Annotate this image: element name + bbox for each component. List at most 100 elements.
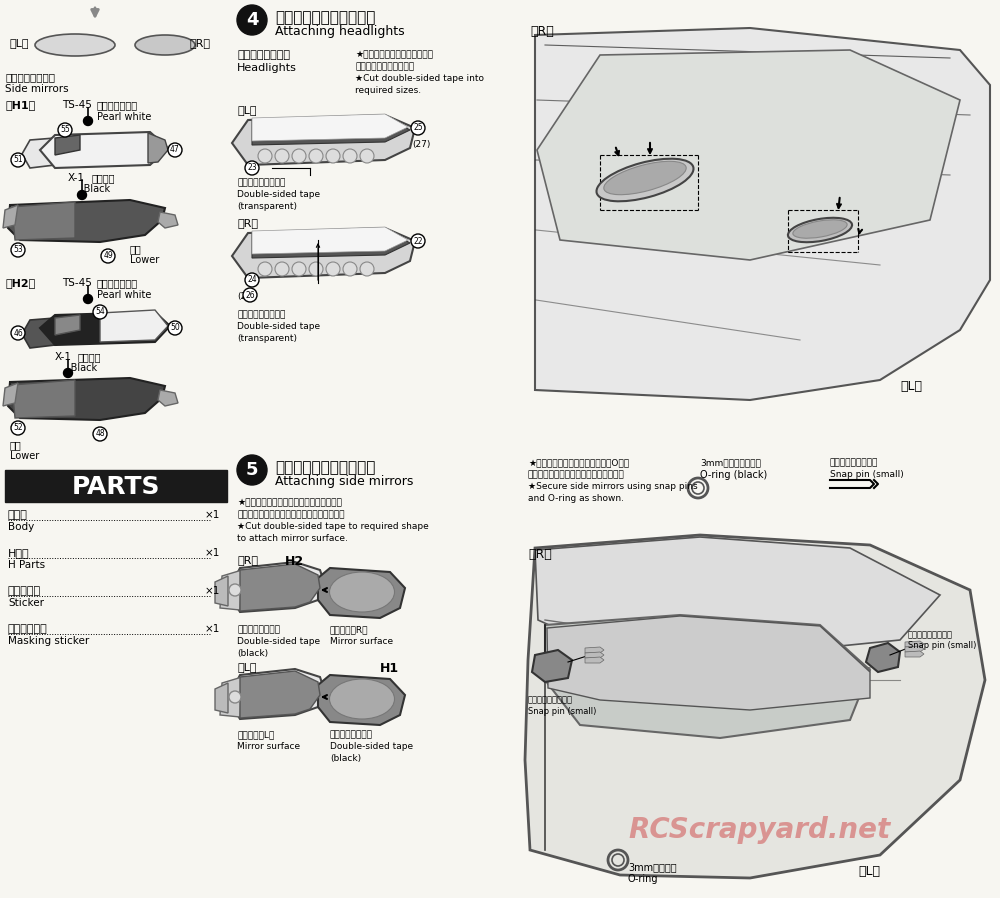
Text: 5: 5 — [246, 461, 258, 479]
Circle shape — [309, 262, 323, 276]
Polygon shape — [252, 114, 408, 141]
Polygon shape — [545, 615, 870, 738]
Circle shape — [275, 262, 289, 276]
Polygon shape — [55, 315, 80, 335]
Text: ×1: ×1 — [205, 624, 220, 634]
Circle shape — [309, 149, 323, 163]
Text: 54: 54 — [95, 307, 105, 316]
Text: ヘッドライトの取り付け: ヘッドライトの取り付け — [275, 10, 375, 25]
Circle shape — [245, 273, 259, 287]
Text: Attaching side mirrors: Attaching side mirrors — [275, 475, 413, 488]
Text: H2: H2 — [285, 555, 304, 568]
Ellipse shape — [330, 679, 394, 719]
Text: Double-sided tape: Double-sided tape — [237, 322, 320, 331]
Text: 26: 26 — [245, 290, 255, 300]
Text: ★サイドミラーはボディ内側からOリン: ★サイドミラーはボディ内側からOリン — [528, 458, 629, 467]
Polygon shape — [220, 677, 242, 717]
Circle shape — [292, 262, 306, 276]
Text: 《L》: 《L》 — [858, 865, 880, 878]
Text: ★両面テープは部品のサイズに: ★両面テープは部品のサイズに — [355, 50, 433, 59]
Polygon shape — [240, 671, 320, 718]
Polygon shape — [585, 657, 604, 663]
Polygon shape — [585, 652, 604, 658]
Text: Black: Black — [55, 363, 97, 373]
Text: (transparent): (transparent) — [237, 334, 297, 343]
Polygon shape — [158, 390, 178, 406]
Text: Snap pin (small): Snap pin (small) — [528, 707, 596, 716]
Text: 23: 23 — [247, 163, 257, 172]
Bar — [232, 0, 522, 450]
Text: and O-ring as shown.: and O-ring as shown. — [528, 494, 624, 503]
Text: 51: 51 — [13, 155, 23, 164]
Polygon shape — [547, 616, 870, 710]
Polygon shape — [215, 683, 228, 713]
Circle shape — [64, 368, 72, 377]
Polygon shape — [3, 383, 18, 406]
Text: 《ヘッドライト》: 《ヘッドライト》 — [237, 50, 290, 60]
Circle shape — [78, 190, 87, 199]
Polygon shape — [22, 138, 60, 168]
Polygon shape — [8, 200, 165, 242]
Text: スナップピン（小）: スナップピン（小） — [830, 458, 878, 467]
Text: X-1: X-1 — [55, 352, 72, 362]
Text: Snap pin (small): Snap pin (small) — [908, 641, 976, 650]
Bar — [5, 470, 227, 502]
Text: ★Cut double-sided tape into: ★Cut double-sided tape into — [355, 74, 484, 83]
Circle shape — [229, 584, 241, 596]
Circle shape — [11, 326, 25, 340]
Circle shape — [360, 262, 374, 276]
Circle shape — [101, 249, 115, 263]
Circle shape — [58, 123, 72, 137]
Circle shape — [360, 149, 374, 163]
Text: (transparent): (transparent) — [237, 202, 297, 211]
Circle shape — [11, 243, 25, 257]
Polygon shape — [12, 202, 75, 240]
Text: ステッカー: ステッカー — [8, 586, 41, 596]
Circle shape — [168, 321, 182, 335]
Text: required sizes.: required sizes. — [355, 86, 421, 95]
Circle shape — [245, 161, 259, 175]
Polygon shape — [228, 669, 325, 719]
Text: 両面テープ（透明）: 両面テープ（透明） — [237, 310, 285, 319]
Text: 46: 46 — [13, 329, 23, 338]
Bar — [522, 450, 1000, 540]
Text: Lower: Lower — [10, 451, 39, 461]
Text: Snap pin (small): Snap pin (small) — [830, 470, 904, 479]
Text: スナップピン（小）: スナップピン（小） — [528, 695, 573, 704]
Text: サイドミラーの取り付け: サイドミラーの取り付け — [275, 460, 375, 475]
Text: 両面テープ（黒）: 両面テープ（黒） — [330, 730, 373, 739]
Text: 55: 55 — [60, 126, 70, 135]
Text: 《L》: 《L》 — [900, 380, 922, 393]
Text: Body: Body — [8, 522, 34, 532]
Polygon shape — [240, 564, 320, 611]
Text: 24: 24 — [247, 276, 257, 285]
Text: 《R》: 《R》 — [190, 38, 211, 48]
Text: (black): (black) — [330, 754, 361, 763]
Text: Mirror surface: Mirror surface — [330, 637, 393, 646]
Text: 《R》: 《R》 — [237, 218, 258, 228]
Polygon shape — [12, 380, 75, 418]
Text: 《L》: 《L》 — [10, 38, 30, 48]
Circle shape — [84, 295, 92, 304]
Circle shape — [11, 421, 25, 435]
Text: 47: 47 — [170, 145, 180, 154]
Polygon shape — [215, 576, 228, 606]
Text: Attaching headlights: Attaching headlights — [275, 25, 405, 38]
Text: Black: Black — [68, 184, 110, 194]
Polygon shape — [318, 675, 405, 725]
Circle shape — [229, 691, 241, 703]
Polygon shape — [55, 135, 80, 155]
Polygon shape — [905, 651, 924, 657]
Text: H1: H1 — [380, 662, 399, 675]
Text: TS-45: TS-45 — [62, 278, 92, 288]
Bar — [522, 450, 1000, 898]
Circle shape — [292, 149, 306, 163]
Polygon shape — [220, 570, 242, 610]
Circle shape — [411, 121, 425, 135]
Circle shape — [275, 149, 289, 163]
Text: ブラック: ブラック — [78, 352, 102, 362]
Ellipse shape — [788, 218, 852, 242]
Text: パールホワイト: パールホワイト — [97, 100, 138, 110]
Polygon shape — [585, 647, 604, 653]
Text: ★ミラー面の取り付けは両面テープで取り: ★ミラー面の取り付けは両面テープで取り — [237, 498, 342, 507]
